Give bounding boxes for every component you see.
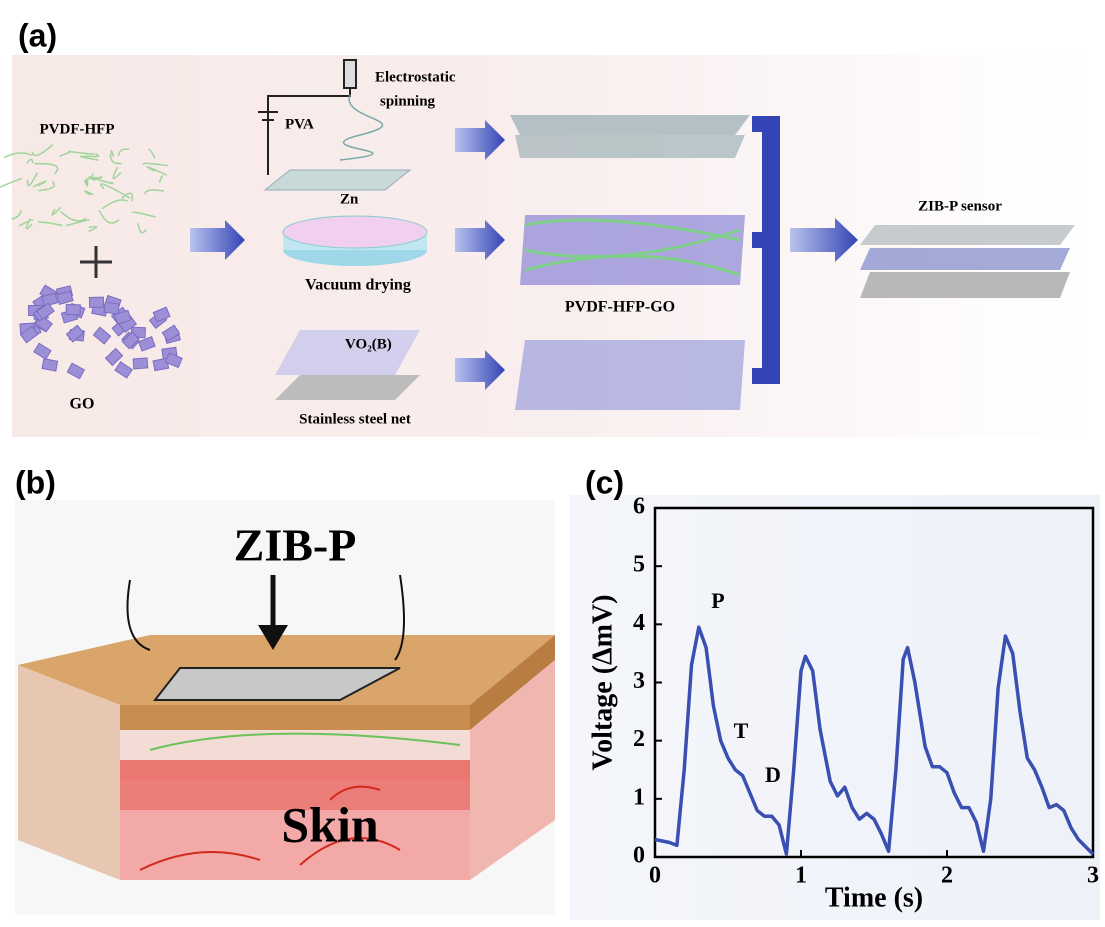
flake — [42, 359, 58, 371]
x-tick-label: 1 — [795, 863, 807, 889]
annotation: P — [711, 588, 724, 613]
flake — [89, 297, 103, 307]
flake — [133, 358, 148, 369]
y-tick-label: 6 — [633, 494, 645, 520]
label: Skin — [281, 796, 379, 852]
y-tick-label: 1 — [633, 784, 645, 810]
y-tick-label: 4 — [633, 610, 645, 636]
label: PVDF-HFP-GO — [565, 299, 675, 316]
label: PVA — [285, 116, 314, 132]
label: Stainless steel net — [299, 411, 411, 427]
annotation: T — [734, 718, 749, 743]
x-axis-label: Time (s) — [825, 882, 923, 913]
x-tick-label: 0 — [649, 863, 661, 889]
label: spinning — [380, 93, 436, 109]
label: Electrostatic — [375, 69, 456, 85]
x-tick-label: 3 — [1087, 863, 1099, 889]
steel-net — [275, 375, 420, 400]
flake — [66, 304, 80, 314]
petri-dish — [283, 216, 427, 266]
panel-label: (b) — [15, 464, 56, 500]
label: ZIB-P sensor — [918, 198, 1002, 214]
label: PVDF-HFP — [40, 121, 115, 137]
y-tick-label: 3 — [633, 668, 645, 694]
y-axis-label: Voltage (ΔmV) — [587, 595, 618, 771]
label: VO₂(B) — [345, 336, 392, 352]
annotation: D — [765, 762, 781, 787]
y-tick-label: 2 — [633, 726, 645, 752]
label: ZIB-P — [234, 520, 357, 571]
label: GO — [70, 396, 95, 413]
figure: (a) PVDF-HFP GO Electrostatic spinning P… — [0, 0, 1105, 927]
label: Zn — [340, 191, 359, 207]
sensor-stack — [860, 225, 1075, 298]
zn-sheet — [265, 170, 410, 190]
panel-label: (c) — [585, 464, 624, 500]
y-tick-label: 0 — [633, 843, 645, 869]
y-tick-label: 5 — [633, 552, 645, 578]
flake — [104, 302, 119, 314]
panel-label: (a) — [18, 17, 57, 53]
x-tick-label: 2 — [941, 863, 953, 889]
label: Vacuum drying — [305, 277, 411, 294]
